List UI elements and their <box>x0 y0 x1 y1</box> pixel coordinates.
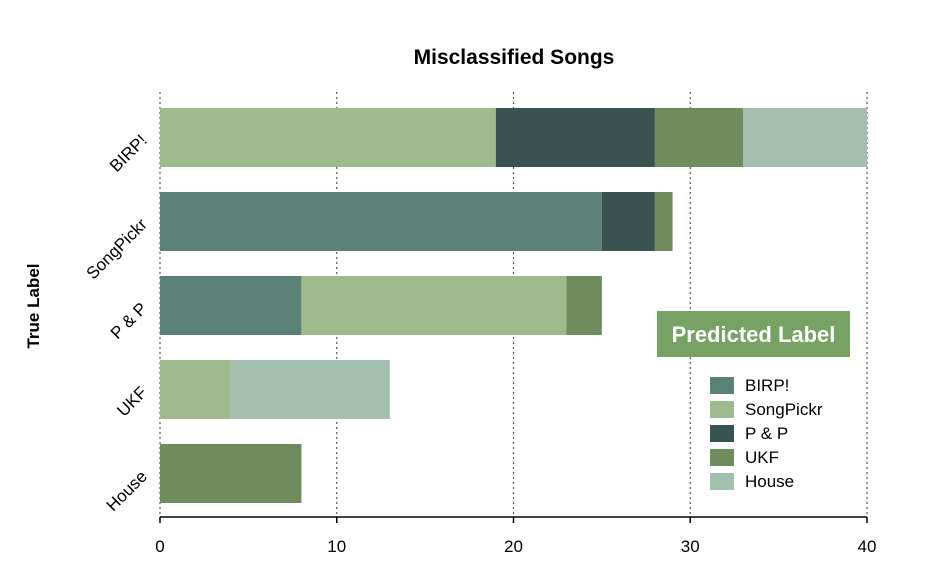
x-tick-label-10: 10 <box>327 537 346 556</box>
bar-house-birp <box>743 108 867 167</box>
legend-label-house: House <box>745 472 794 491</box>
chart-title: Misclassified Songs <box>414 46 615 69</box>
bar-p-p-songpickr <box>601 192 655 251</box>
bar-birp-p-p <box>160 276 302 335</box>
legend-items: BIRP! SongPickr P & P UKF House <box>710 376 823 491</box>
y-category-label-birp: BIRP! <box>106 131 151 176</box>
bars <box>160 108 867 503</box>
legend-swatch-house <box>710 473 734 490</box>
legend-swatch-ukf <box>710 449 734 466</box>
y-category-label-p-p: P & P <box>107 299 151 343</box>
y-category-label-songpickr: SongPickr <box>83 215 151 283</box>
legend-label-birp: BIRP! <box>745 376 789 395</box>
legend-label-ukf: UKF <box>745 448 779 467</box>
y-category-label-ukf: UKF <box>113 383 150 420</box>
bar-songpickr-ukf <box>160 360 231 419</box>
x-axis: 0 10 20 30 40 <box>155 516 877 556</box>
bar-birp-songpickr <box>160 192 602 251</box>
legend-title-background <box>657 311 850 357</box>
bar-ukf-birp <box>654 108 744 167</box>
legend: Predicted Label BIRP! SongPickr P & P UKF Ho… <box>657 311 850 491</box>
bar-ukf-songpickr <box>654 192 673 251</box>
y-category-label-house: House <box>103 467 151 515</box>
x-tick-label-30: 30 <box>681 537 700 556</box>
bar-ukf-house <box>160 444 302 503</box>
legend-swatch-p-p <box>710 425 734 442</box>
legend-swatch-birp <box>710 377 734 394</box>
x-tick-label-0: 0 <box>155 537 164 556</box>
bar-house-ukf <box>230 360 390 419</box>
x-tick-label-40: 40 <box>858 537 877 556</box>
bar-songpickr-p-p <box>301 276 567 335</box>
legend-swatch-songpickr <box>710 401 734 418</box>
y-axis-title: True Label <box>24 263 43 348</box>
legend-label-songpickr: SongPickr <box>745 400 823 419</box>
bar-ukf-p-p <box>566 276 602 335</box>
legend-title: Predicted Label <box>672 322 836 347</box>
bar-songpickr-birp <box>160 108 496 167</box>
bar-p-p-birp <box>495 108 655 167</box>
y-axis-category-labels: BIRP! SongPickr P & P UKF House <box>83 131 151 515</box>
legend-label-p-p: P & P <box>745 424 788 443</box>
x-tick-label-20: 20 <box>504 537 523 556</box>
